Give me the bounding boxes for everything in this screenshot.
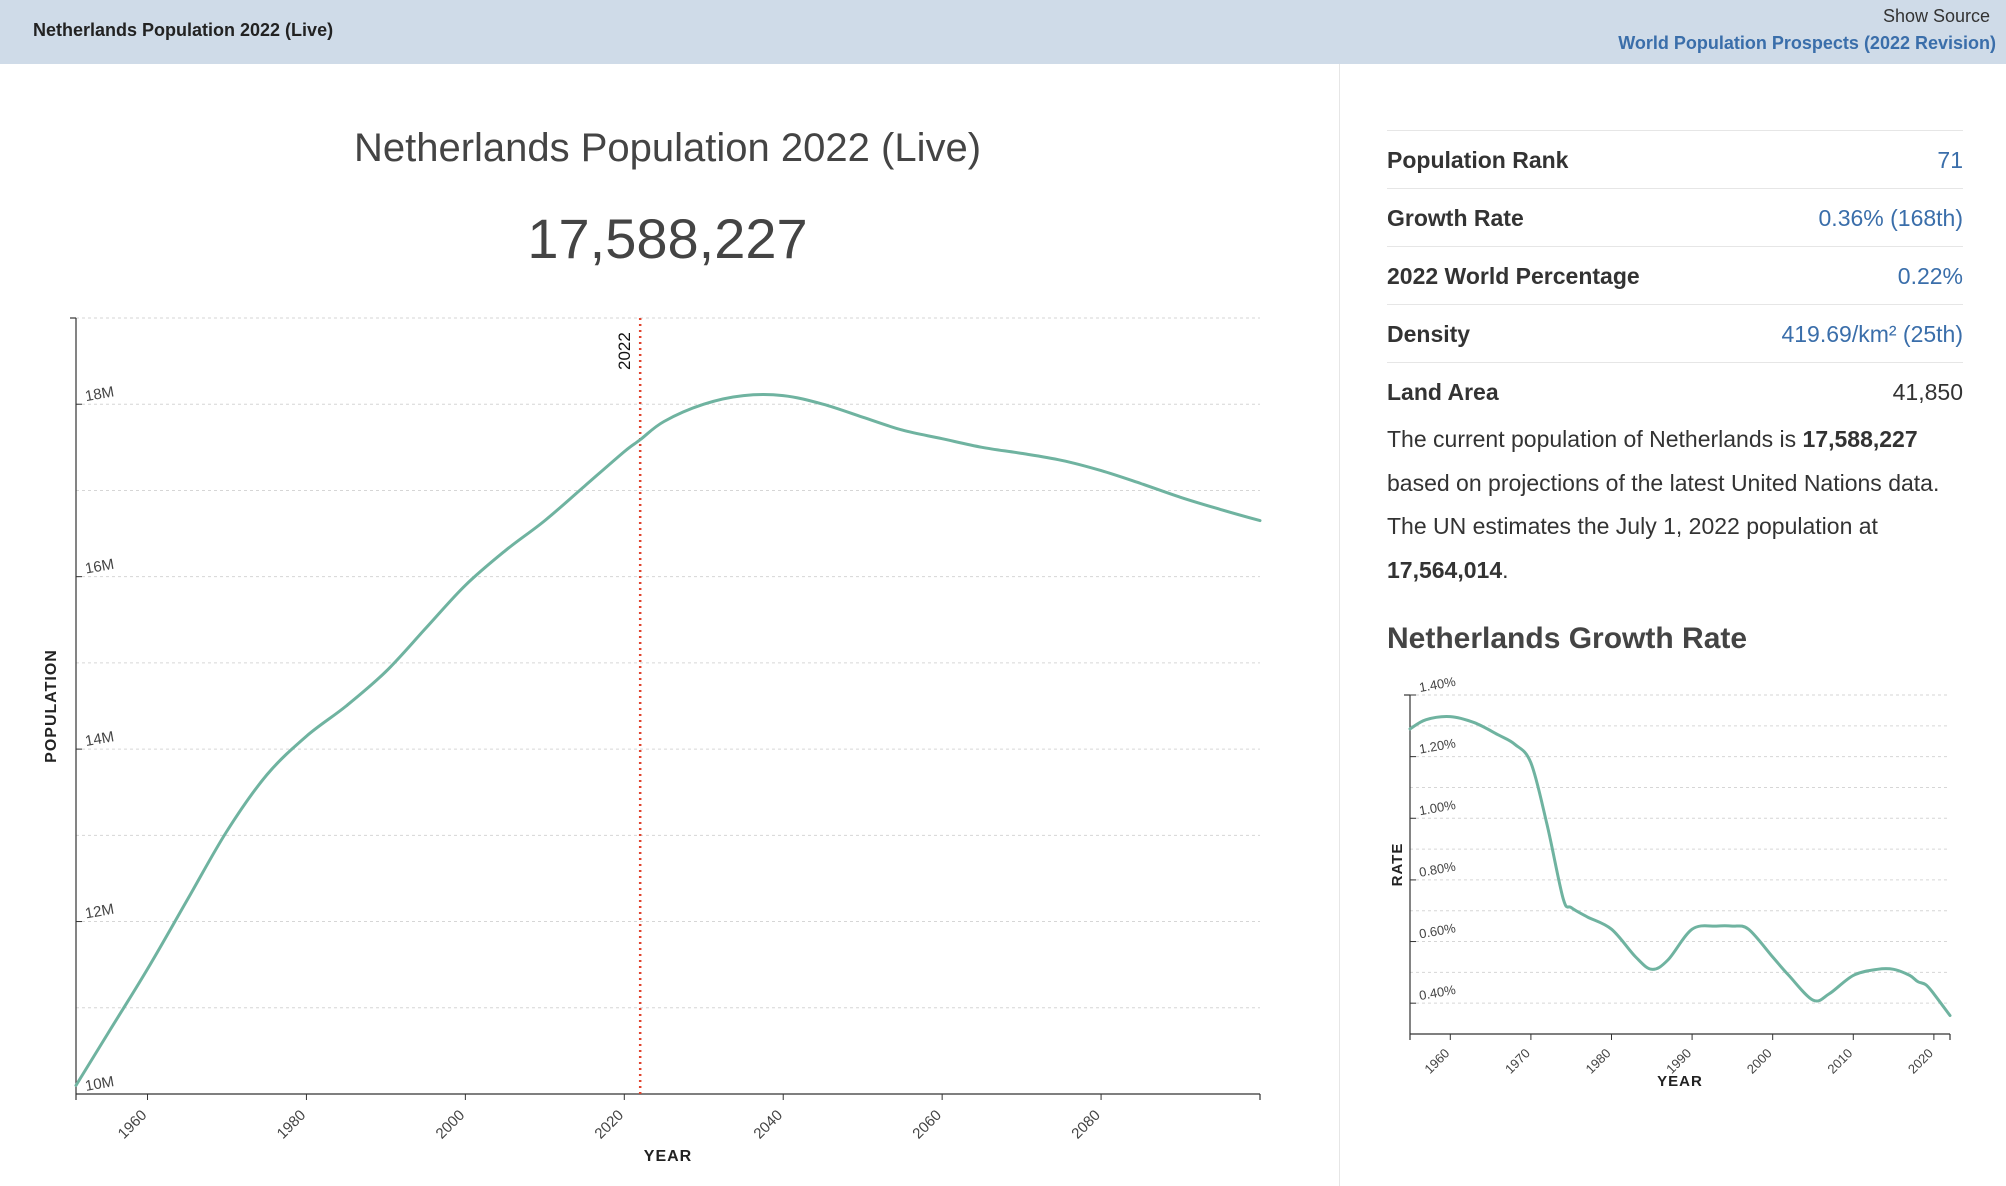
header-title: Netherlands Population 2022 (Live) bbox=[33, 20, 334, 40]
x-tick-label: 1970 bbox=[1502, 1046, 1533, 1077]
y-tick-label: 1.40% bbox=[1418, 674, 1457, 695]
desc-un-estimate: 17,564,014 bbox=[1387, 556, 1503, 583]
y-tick-label: 10M bbox=[84, 1073, 116, 1095]
x-tick-label: 2080 bbox=[1068, 1107, 1104, 1143]
x-tick-label: 1960 bbox=[1421, 1046, 1452, 1077]
population-description: The current population of Netherlands is… bbox=[1387, 418, 1977, 592]
series-line bbox=[74, 393, 1262, 1087]
x-tick-label: 2020 bbox=[592, 1107, 628, 1143]
stat-value[interactable]: 0.22% bbox=[1897, 263, 1963, 289]
y-tick-label: 0.40% bbox=[1418, 982, 1457, 1003]
page-title: Netherlands Population 2022 (Live) bbox=[353, 126, 982, 170]
y-tick-label: 16M bbox=[84, 556, 116, 578]
column-divider bbox=[1339, 64, 1340, 1186]
stats-table: Population Rank 71 Growth Rate 0.36% (16… bbox=[1387, 130, 1963, 420]
x-tick-label: 1990 bbox=[1663, 1046, 1694, 1077]
stat-value: 41,850 bbox=[1892, 379, 1963, 405]
x-tick-label: 2000 bbox=[433, 1107, 469, 1143]
desc-text: The current population of Netherlands is bbox=[1387, 426, 1803, 452]
y-tick-label: 12M bbox=[84, 901, 116, 923]
live-population-counter: 17,588,227 bbox=[527, 207, 808, 270]
stat-label: Density bbox=[1387, 321, 1471, 347]
x-tick-label: 1980 bbox=[274, 1107, 310, 1143]
stat-row-density: Density 419.69/km² (25th) bbox=[1387, 304, 1963, 362]
x-axis-title: YEAR bbox=[1657, 1073, 1703, 1090]
stat-label: 2022 World Percentage bbox=[1387, 263, 1640, 289]
growth-rate-chart: 0.40% 0.60% 0.80% 1.00% 1.20% 1.40% 1960 1970 19… bbox=[1389, 674, 1952, 1090]
x-tick-label: 2060 bbox=[909, 1107, 945, 1143]
show-source-button[interactable]: Show Source bbox=[1882, 6, 1990, 26]
desc-text: based on projections of the latest Unite… bbox=[1387, 469, 1940, 540]
series-line bbox=[1408, 715, 1952, 1017]
x-tick-label: 2000 bbox=[1744, 1046, 1775, 1077]
x-tick-label: 2040 bbox=[750, 1107, 786, 1143]
source-link[interactable]: World Population Prospects (2022 Revisio… bbox=[1618, 33, 1996, 53]
stat-row-world-percentage: 2022 World Percentage 0.22% bbox=[1387, 246, 1963, 304]
stat-label: Land Area bbox=[1387, 379, 1499, 405]
x-tick-label: 1980 bbox=[1583, 1046, 1614, 1077]
x-tick-label: 2020 bbox=[1905, 1046, 1936, 1077]
y-axis-title: POPULATION bbox=[43, 649, 60, 763]
x-tick-label: 1960 bbox=[115, 1107, 151, 1143]
y-tick-label: 0.80% bbox=[1418, 859, 1457, 880]
stat-row-land-area: Land Area 41,850 bbox=[1387, 362, 1963, 420]
stat-value[interactable]: 419.69/km² (25th) bbox=[1781, 321, 1963, 347]
y-tick-label: 1.20% bbox=[1418, 735, 1457, 756]
y-axis-title: RATE bbox=[1389, 843, 1406, 887]
stat-label: Growth Rate bbox=[1387, 205, 1524, 231]
stat-label: Population Rank bbox=[1387, 147, 1569, 173]
stat-value[interactable]: 71 bbox=[1937, 147, 1963, 173]
population-chart: 10M 12M 14M 16M 18M 1960 1980 2000 2020 2040 2060 2… bbox=[43, 317, 1262, 1165]
y-tick-label: 18M bbox=[84, 383, 116, 405]
stat-row-growth-rate: Growth Rate 0.36% (168th) bbox=[1387, 188, 1963, 246]
x-tick-label: 2010 bbox=[1824, 1046, 1855, 1077]
growth-rate-heading: Netherlands Growth Rate bbox=[1387, 622, 1748, 655]
desc-current-population: 17,588,227 bbox=[1802, 426, 1918, 452]
y-tick-label: 0.60% bbox=[1418, 920, 1457, 941]
y-tick-label: 14M bbox=[84, 728, 116, 750]
desc-text: . bbox=[1502, 556, 1509, 583]
current-year-marker-label: 2022 bbox=[615, 332, 634, 370]
stat-row-population-rank: Population Rank 71 bbox=[1387, 130, 1963, 188]
x-axis-title: YEAR bbox=[644, 1148, 692, 1165]
top-bar: Netherlands Population 2022 (Live) Show … bbox=[0, 0, 2006, 64]
stat-value[interactable]: 0.36% (168th) bbox=[1818, 205, 1963, 231]
y-tick-label: 1.00% bbox=[1418, 797, 1457, 818]
